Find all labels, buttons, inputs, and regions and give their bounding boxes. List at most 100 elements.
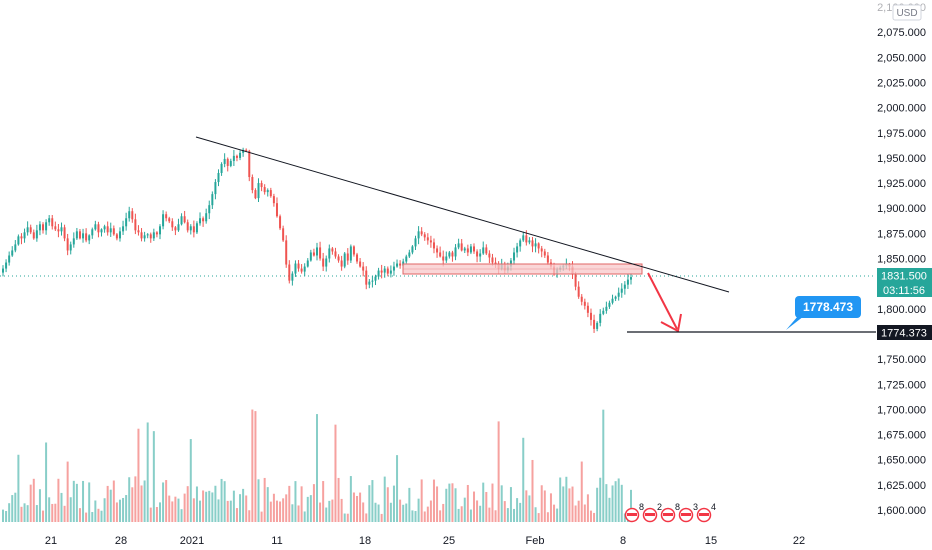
volume-bar (63, 505, 66, 522)
volume-bar (509, 487, 512, 522)
price-callout[interactable]: 1778.473 (786, 296, 861, 330)
candle-body (466, 248, 469, 253)
candle-body (229, 160, 232, 166)
time-tick: 22 (793, 535, 805, 547)
candle-body (118, 231, 121, 239)
volume-bar (571, 486, 574, 522)
candle-body (334, 251, 337, 257)
candle-body (72, 238, 75, 245)
event-marker[interactable]: 8 (660, 502, 681, 523)
volume-bar (439, 510, 442, 522)
volume-bar (491, 483, 494, 522)
candle-body (374, 276, 377, 281)
candle-body (11, 250, 14, 256)
volume-bar (396, 455, 399, 522)
volume-bar (383, 476, 386, 522)
volume-bar (48, 497, 51, 522)
candle-body (260, 183, 263, 188)
volume-bar (205, 491, 208, 522)
candle-body (574, 274, 577, 287)
candle-body (349, 246, 352, 261)
volume-bar (485, 491, 488, 522)
candle-body (140, 232, 143, 239)
candle-body (146, 234, 149, 236)
candle-body (599, 313, 602, 323)
volume-bar (519, 502, 522, 522)
event-marker[interactable]: 2 (642, 502, 663, 523)
volume-bar (386, 487, 389, 522)
volume-bar (199, 500, 202, 522)
volume-bar (417, 498, 420, 522)
volume-bar (54, 503, 57, 522)
candle-body (405, 256, 408, 262)
candle-body (380, 270, 383, 273)
volume-bar (69, 497, 72, 522)
event-markers[interactable]: 8 2 8 3 4 (624, 502, 717, 523)
candle-body (152, 232, 155, 239)
candle-body (266, 190, 269, 193)
candle-body (17, 236, 20, 245)
volume-bar (556, 508, 559, 522)
candle-body (303, 266, 306, 272)
volume-bar (528, 495, 531, 522)
time-axis[interactable]: 21 28 2021 11 18 25 Feb 8 15 22 (0, 530, 876, 550)
candle-body (263, 187, 266, 193)
volume-bar (522, 437, 525, 522)
volume-bar (343, 513, 346, 522)
volume-bar (476, 500, 479, 522)
volume-bar (596, 487, 599, 522)
price-axis[interactable]: 2,100.0002,075.0002,050.0002,025.0002,00… (876, 0, 932, 530)
volume-bar (143, 480, 146, 522)
candle-body (214, 182, 217, 195)
candle-body (377, 270, 380, 277)
volume-bar (75, 483, 78, 522)
candle-body (8, 255, 11, 263)
volume-bar (362, 502, 365, 522)
volume-bar (300, 486, 303, 522)
candle-body (586, 305, 589, 313)
candle-body (217, 172, 220, 183)
currency-badge[interactable]: USD (892, 4, 922, 21)
candle-body (66, 238, 69, 251)
event-marker[interactable]: 4 (696, 502, 717, 523)
candle-body (389, 270, 392, 274)
candle-body (248, 150, 251, 178)
descending-trendline[interactable] (195, 136, 730, 293)
volume-bar (235, 508, 238, 522)
candle-body (85, 233, 88, 241)
projection-arrow[interactable] (647, 272, 682, 333)
volume-bar (303, 511, 306, 522)
price-tick: 1,975.000 (877, 128, 926, 140)
volume-bar (457, 508, 460, 522)
candle-body (122, 226, 125, 232)
volume-bar (405, 503, 408, 522)
volume-bar (445, 488, 448, 522)
volume-bar (534, 507, 537, 522)
candle-body (189, 226, 192, 231)
event-marker[interactable]: 3 (678, 502, 699, 523)
volume-bar (57, 478, 60, 522)
event-count: 8 (639, 502, 644, 512)
candle-body (448, 252, 451, 257)
volume-bar (35, 505, 38, 522)
volume-bar (291, 504, 294, 522)
price-tick: 2,050.000 (877, 52, 926, 64)
candle-body (235, 155, 238, 158)
candle-body (20, 236, 23, 239)
time-tick: Feb (526, 535, 545, 547)
candle-body (192, 226, 195, 233)
candle-body (543, 251, 546, 256)
volume-bar (183, 493, 186, 522)
candle-body (331, 248, 334, 252)
candle-body (202, 218, 205, 222)
candle-body (368, 281, 371, 285)
volume-bars (2, 409, 632, 522)
volume-bar (78, 508, 81, 522)
candle-body (442, 256, 445, 261)
volume-bar (423, 511, 426, 522)
candlesticks (2, 147, 632, 333)
volume-bar (152, 431, 155, 522)
event-marker[interactable]: 8 (624, 502, 645, 523)
candle-body (630, 277, 632, 280)
